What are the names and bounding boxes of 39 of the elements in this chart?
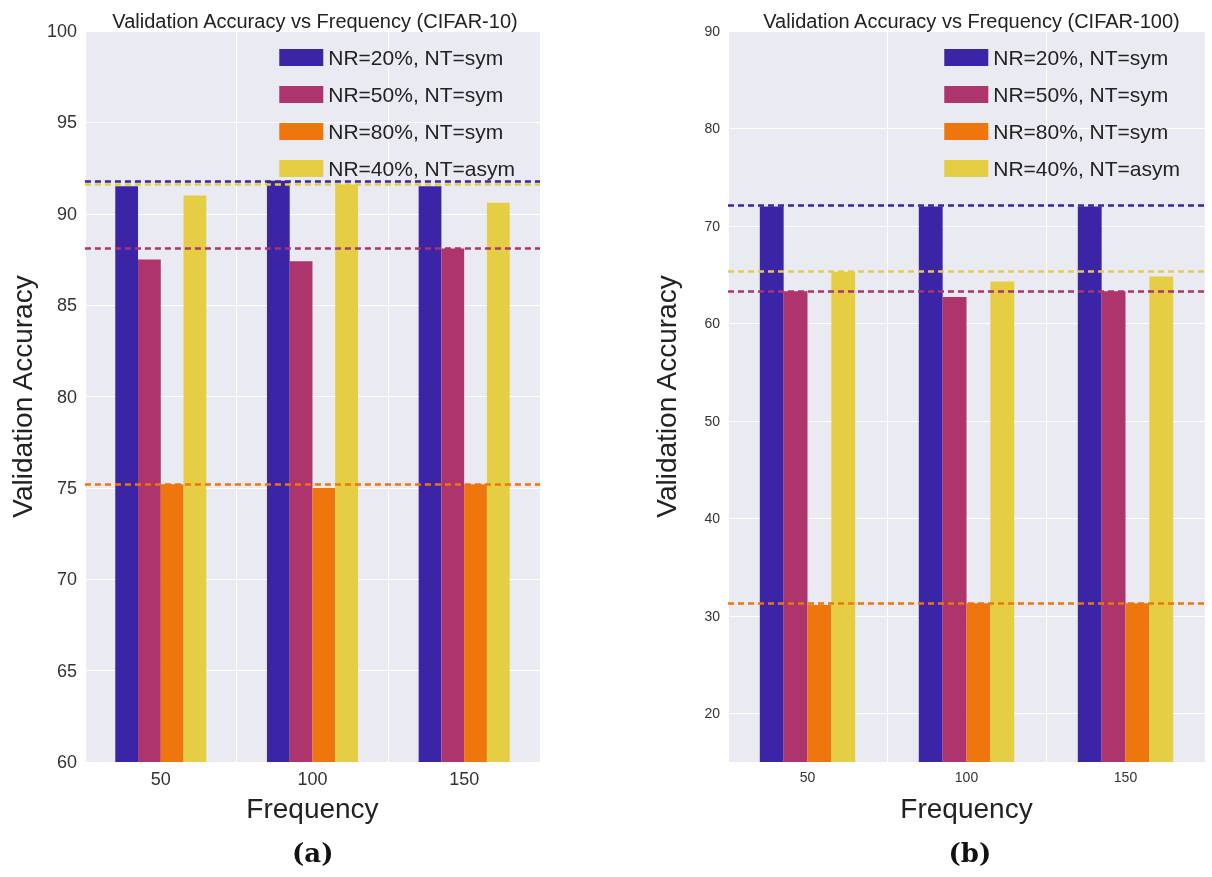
legend-label: NR=20%, NT=sym (993, 46, 1169, 69)
y-tick-label: 90 (704, 23, 721, 39)
y-tick-label: 70 (56, 569, 77, 590)
y-tick-label: 40 (704, 510, 721, 527)
legend-label: NR=40%, NT=asym (993, 157, 1181, 180)
y-tick-label: 95 (56, 112, 77, 133)
y-tick-label: 70 (704, 217, 721, 234)
y-tick-label: 80 (704, 120, 721, 137)
y-axis-title: Validation Accuracy (6, 275, 38, 518)
x-tick-label: 100 (954, 769, 979, 785)
chart-title: Validation Accuracy vs Frequency (CIFAR-10) (112, 10, 518, 32)
y-tick-label: 60 (56, 752, 77, 772)
y-tick-label: 20 (704, 705, 721, 722)
legend-label: NR=80%, NT=sym (328, 120, 504, 143)
x-tick-label: 150 (449, 769, 480, 789)
legend-label: NR=50%, NT=sym (993, 83, 1169, 106)
y-tick-label: 85 (56, 295, 77, 316)
text: (a) (292, 838, 334, 868)
y-tick-label: 80 (56, 386, 77, 407)
legend-label: NR=40%, NT=asym (328, 157, 516, 180)
y-tick-label: 60 (704, 315, 721, 332)
y-tick-label: 30 (704, 607, 721, 624)
x-axis-title: Frequency (900, 792, 1033, 824)
y-tick-label: 50 (704, 412, 721, 429)
y-tick-label: 90 (56, 203, 77, 224)
x-tick-label: 50 (150, 769, 171, 789)
x-tick-label: 50 (799, 769, 816, 785)
legend-label: NR=20%, NT=sym (328, 46, 504, 69)
x-tick-label: 100 (297, 769, 328, 789)
y-tick-label: 75 (56, 477, 77, 498)
y-axis-title: Validation Accuracy (650, 275, 682, 518)
y-tick-label: 100 (46, 21, 77, 41)
chart-title: Validation Accuracy vs Frequency (CIFAR-100) (763, 10, 1180, 32)
x-axis-title: Frequency (246, 792, 379, 824)
legend-label: NR=50%, NT=sym (328, 83, 504, 106)
y-tick-label: 65 (56, 660, 77, 681)
legend-label: NR=80%, NT=sym (993, 120, 1169, 143)
text: (b) (948, 838, 992, 868)
x-tick-label: 150 (1113, 769, 1138, 785)
